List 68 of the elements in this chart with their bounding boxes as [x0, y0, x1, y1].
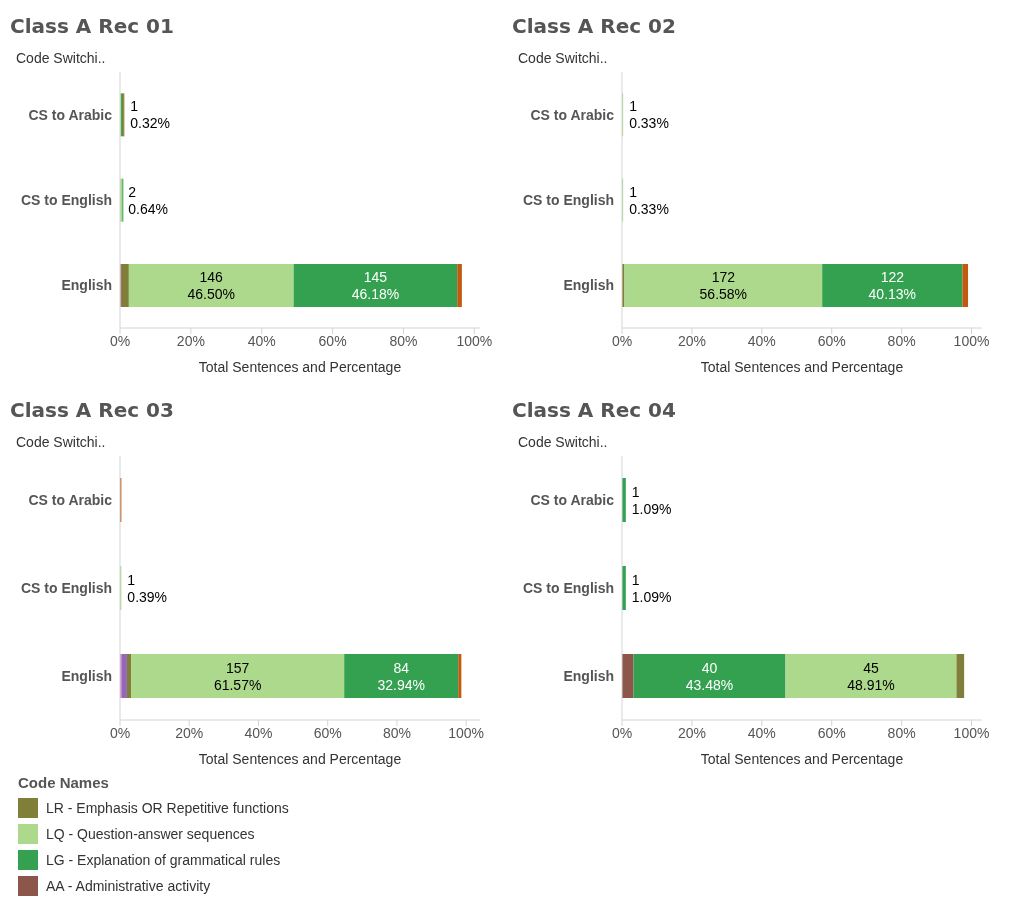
y-tick-label: English [61, 667, 112, 684]
data-label: 1 1.09% [631, 483, 672, 517]
x-tick-label: 80% [887, 332, 916, 349]
x-tick-label: 60% [817, 332, 846, 349]
legend-label: AA - Administrative activity [46, 878, 211, 894]
y-tick-label: CS to Arabic [28, 106, 113, 123]
data-label: 146 46.50% [187, 269, 235, 302]
x-tick-label: 60% [817, 724, 846, 741]
data-label: 172 56.58% [699, 269, 748, 302]
x-tick-label: 60% [313, 724, 342, 741]
x-tick-label: 0% [611, 332, 633, 349]
x-axis-title: Total Sentences and Percentage [700, 359, 904, 375]
x-axis-title: Total Sentences and Percentage [198, 359, 402, 375]
legend-label: LG - Explanation of grammatical rules [46, 852, 281, 868]
x-tick-label: 80% [382, 724, 411, 741]
x-tick-label: 40% [244, 724, 273, 741]
legend-label: LR - Emphasis OR Repetitive functions [46, 800, 289, 816]
y-axis-title: Code Switchi.. [517, 50, 609, 68]
data-label: 1 0.39% [127, 571, 168, 605]
x-tick-label: 0% [109, 332, 131, 349]
data-label: 157 61.57% [213, 659, 262, 693]
data-label: 122 40.13% [868, 269, 917, 302]
x-axis-title: Total Sentences and Percentage [700, 751, 904, 767]
data-label: 84 32.94% [377, 659, 425, 693]
y-tick-label: CS to English [523, 191, 614, 208]
x-tick-label: 40% [247, 332, 276, 349]
y-tick-label: CS to English [21, 579, 112, 596]
y-tick-label: English [61, 277, 112, 294]
legend-title: Code Names [18, 774, 110, 791]
data-label: 40 43.48% [685, 659, 734, 693]
data-label: 2 0.64% [128, 183, 168, 217]
x-tick-label: 0% [611, 724, 633, 741]
x-tick-label: 20% [175, 724, 204, 741]
y-tick-label: English [563, 277, 614, 294]
y-tick-label: English [563, 667, 614, 684]
data-label: 1 0.32% [130, 98, 171, 132]
data-label: 45 48.91% [847, 659, 895, 693]
data-label: 1 0.33% [629, 183, 669, 217]
y-tick-label: CS to English [523, 579, 614, 596]
chart-title: Class A Rec 02 [511, 13, 677, 40]
data-label: 145 46.18% [351, 269, 400, 302]
x-tick-label: 0% [109, 724, 131, 741]
chart-title: Class A Rec 01 [9, 13, 175, 40]
legend-label: LQ - Question-answer sequences [46, 826, 255, 842]
x-tick-label: 100% [448, 724, 485, 741]
x-tick-label: 20% [677, 332, 706, 349]
data-label: 1 1.09% [631, 571, 672, 605]
y-axis-title: Code Switchi.. [15, 434, 107, 452]
y-tick-label: CS to English [21, 191, 112, 208]
x-axis-title: Total Sentences and Percentage [198, 751, 402, 767]
x-tick-label: 20% [176, 332, 205, 349]
y-tick-label: CS to Arabic [28, 491, 113, 508]
x-tick-label: 60% [318, 332, 347, 349]
x-tick-label: 100% [953, 724, 990, 741]
chart-title: Class A Rec 04 [511, 397, 677, 424]
y-axis-title: Code Switchi.. [15, 50, 107, 68]
x-tick-label: 80% [389, 332, 418, 349]
x-tick-label: 80% [887, 724, 916, 741]
x-tick-label: 20% [677, 724, 706, 741]
x-tick-label: 40% [747, 724, 776, 741]
x-tick-label: 100% [953, 332, 990, 349]
x-tick-label: 40% [747, 332, 776, 349]
x-tick-label: 100% [456, 332, 493, 349]
y-axis-title: Code Switchi.. [517, 434, 609, 452]
y-tick-label: CS to Arabic [530, 491, 615, 508]
y-tick-label: CS to Arabic [530, 106, 615, 123]
data-label: 1 0.33% [629, 98, 669, 132]
chart-title: Class A Rec 03 [9, 397, 175, 424]
